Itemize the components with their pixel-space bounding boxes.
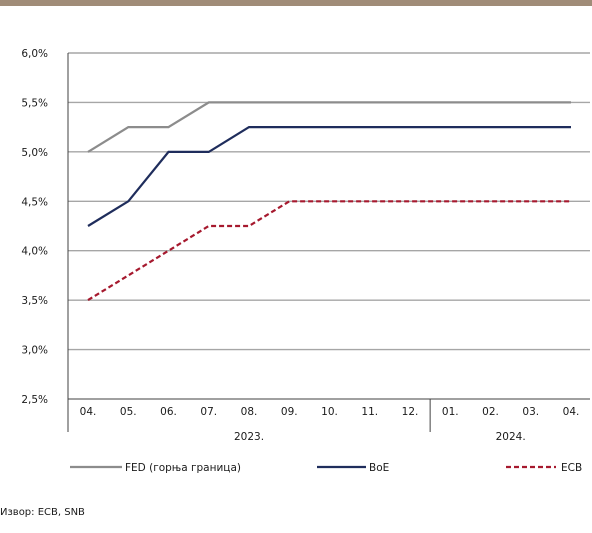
- x-tick-label: 04.: [563, 406, 580, 418]
- legend-label: BoE: [369, 462, 389, 474]
- x-tick-label: 11.: [361, 406, 378, 418]
- x-tick-label: 12.: [402, 406, 419, 418]
- y-axis-tick-labels: 2,5% 3,0% 3,5% 4,0% 4,5% 5,0% 5,5% 6,0%: [21, 48, 48, 406]
- y-tick-label: 3,5%: [21, 295, 48, 307]
- legend-label: FED (горња граница): [125, 462, 241, 474]
- series-lines: [87, 101, 571, 302]
- x-tick-label: 08.: [241, 406, 258, 418]
- x-tick-label: 03.: [522, 406, 539, 418]
- chart-axes: [67, 53, 590, 432]
- x-tick-label: 06.: [160, 406, 177, 418]
- x-axis-year-labels: 2023. 2024.: [234, 431, 526, 443]
- x-tick-label: 10.: [321, 406, 338, 418]
- y-tick-label: 6,0%: [21, 48, 48, 60]
- x-axis-tick-labels: 04. 05. 06. 07. 08. 09. 10. 11. 12. 01. 02. 03. 04.: [80, 406, 580, 418]
- legend: FED (горња граница) BoE ECB: [70, 462, 582, 474]
- series-line-1: [87, 125, 571, 227]
- y-tick-label: 3,0%: [21, 345, 48, 357]
- x-tick-label: 01.: [442, 406, 459, 418]
- series-line-0: [87, 101, 571, 153]
- x-year-label: 2024.: [496, 431, 526, 443]
- x-tick-label: 05.: [120, 406, 137, 418]
- y-tick-label: 4,0%: [21, 246, 48, 258]
- x-tick-label: 09.: [281, 406, 298, 418]
- source-note: Извор: ECB, SNB: [0, 507, 85, 518]
- top-color-band: [0, 0, 592, 6]
- y-tick-label: 4,5%: [21, 196, 48, 208]
- y-tick-label: 5,5%: [21, 97, 48, 109]
- y-tick-label: 2,5%: [21, 394, 48, 406]
- x-tick-label: 04.: [80, 406, 97, 418]
- x-tick-label: 07.: [200, 406, 217, 418]
- legend-label: ECB: [561, 462, 582, 474]
- x-tick-label: 02.: [482, 406, 499, 418]
- x-year-label: 2023.: [234, 431, 264, 443]
- line-chart: 2,5%3,0%3,5%4,0%4,5%5,0%5,5%6,0% 04. 05. 0…: [21, 48, 590, 474]
- y-tick-label: 5,0%: [21, 147, 48, 159]
